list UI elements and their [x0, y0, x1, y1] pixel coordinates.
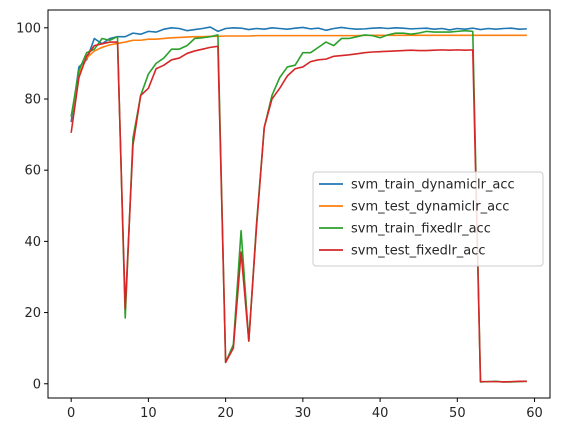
plot-area-frame [47, 9, 551, 399]
y-tick-label: 100 [16, 21, 41, 36]
legend-box [312, 171, 544, 267]
y-tick-label: 80 [24, 92, 41, 107]
x-axis: 0 10 20 30 40 50 60 [67, 398, 543, 421]
legend-label-2: svm_test_dynamiclr_acc [351, 200, 509, 215]
legend-label-1: svm_train_dynamiclr_acc [351, 178, 515, 193]
series-line-2 [70, 34, 527, 117]
x-tick-label: 40 [372, 406, 389, 421]
x-tick-label: 20 [217, 406, 234, 421]
x-tick-label: 60 [526, 406, 543, 421]
legend: svm_train_dynamiclr_acc svm_test_dynamicl… [312, 171, 544, 267]
series-layer [70, 26, 527, 383]
x-tick-label: 30 [295, 406, 312, 421]
y-tick-label: 0 [33, 377, 41, 392]
x-tick-label: 50 [449, 406, 466, 421]
y-tick-label: 40 [24, 235, 41, 250]
series-line-3 [70, 29, 527, 383]
series-line-4 [70, 41, 527, 383]
y-tick-label: 20 [24, 306, 41, 321]
y-tick-label: 60 [24, 164, 41, 179]
y-axis: 0 20 40 60 80 100 [16, 21, 48, 392]
x-tick-label: 0 [67, 406, 75, 421]
legend-label-3: svm_train_fixedlr_acc [351, 222, 491, 237]
series-line-1 [70, 26, 527, 123]
x-tick-label: 10 [140, 406, 157, 421]
legend-label-4: svm_test_fixedlr_acc [351, 244, 486, 259]
